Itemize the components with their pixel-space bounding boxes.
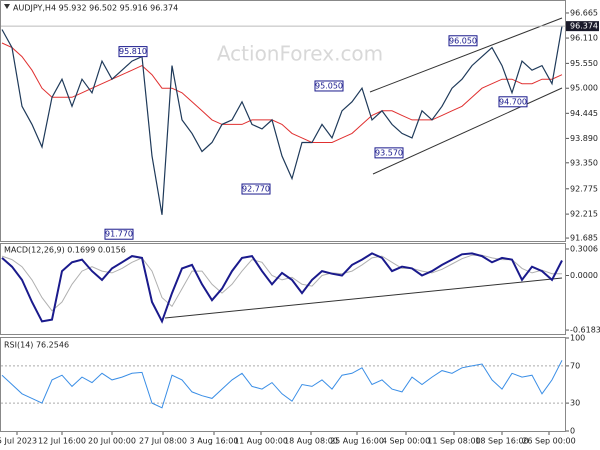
annotation-label: 92.770 — [242, 185, 270, 194]
y-tick-label: 0.3006 — [570, 244, 598, 253]
x-tick-label: 26 Sep 00:00 — [522, 437, 575, 446]
y-tick-label: 30 — [570, 399, 580, 408]
annotation-box — [104, 228, 134, 240]
x-tick-label: 3 Aug 16:00 — [190, 437, 239, 446]
menu-arrow — [4, 4, 10, 9]
last-price-box — [566, 21, 599, 32]
annotation-label: 91.770 — [105, 230, 133, 239]
y-tick-label: 92.775 — [570, 184, 598, 193]
annotation-box — [314, 80, 344, 92]
x-tick-label: 11 Sep 08:00 — [427, 437, 480, 446]
annotation-box — [241, 183, 271, 195]
x-tick-label: 11 Aug 00:00 — [234, 437, 288, 446]
watermark: ActionForex.com — [217, 42, 383, 66]
y-tick-label: 96.665 — [570, 8, 598, 17]
macd-trendline — [164, 277, 563, 319]
y-tick-label: 95.000 — [570, 84, 598, 93]
price-panel — [0, 0, 566, 242]
annotation-label: 93.570 — [375, 148, 403, 157]
annotation-box — [448, 35, 478, 47]
channel-lower — [372, 87, 563, 175]
rsi-title: RSI(14) 76.2546 — [4, 341, 69, 350]
x-tick-label: 18 Aug 08:00 — [284, 437, 338, 446]
y-tick-label: 91.685 — [570, 234, 598, 243]
x-tick-label: 12 Jul 16:00 — [38, 437, 86, 446]
y-tick-label: 95.550 — [570, 59, 598, 68]
x-tick-label: 4 Sep 00:00 — [382, 437, 430, 446]
price-line — [1, 25, 563, 215]
annotation-box — [374, 147, 404, 159]
x-tick-label: 5 Jul 2023 — [0, 437, 37, 446]
annotation-box — [118, 46, 148, 58]
rsi-panel — [0, 337, 566, 432]
annotation-label: 94.700 — [499, 97, 527, 106]
annotation-box — [498, 96, 528, 108]
y-tick-label: 93.350 — [570, 158, 598, 167]
annotation-label: 95.810 — [119, 47, 147, 56]
chart-title: AUDJPY,H4 95.932 96.502 95.916 96.374 — [13, 4, 178, 13]
last-price-label: 96.374 — [570, 22, 598, 31]
annotation-label: 95.050 — [315, 81, 343, 90]
rsi-line — [1, 360, 563, 409]
y-tick-label: -0.6183 — [570, 326, 600, 335]
y-tick-label: 100 — [570, 334, 585, 343]
macd-panel — [0, 243, 566, 335]
moving-average — [1, 42, 563, 143]
y-tick-label: 70 — [570, 361, 580, 370]
y-tick-label: 0 — [570, 427, 575, 436]
x-tick-label: 20 Jul 00:00 — [88, 437, 136, 446]
channel-upper — [369, 17, 563, 93]
y-tick-label: 93.890 — [570, 134, 598, 143]
x-tick-label: 18 Sep 16:00 — [475, 437, 528, 446]
y-tick-label: 96.110 — [570, 34, 598, 43]
y-tick-label: 0.0000 — [570, 271, 598, 280]
y-tick-label: 92.215 — [570, 210, 598, 219]
macd-title: MACD(12,26,9) 0.1699 0.0156 — [4, 246, 126, 255]
x-tick-label: 25 Aug 16:00 — [330, 437, 384, 446]
macd-line — [1, 252, 563, 324]
macd-signal — [1, 254, 562, 312]
annotation-label: 96.050 — [449, 36, 477, 45]
x-tick-label: 27 Jul 08:00 — [139, 437, 187, 446]
y-tick-label: 94.445 — [570, 109, 598, 118]
